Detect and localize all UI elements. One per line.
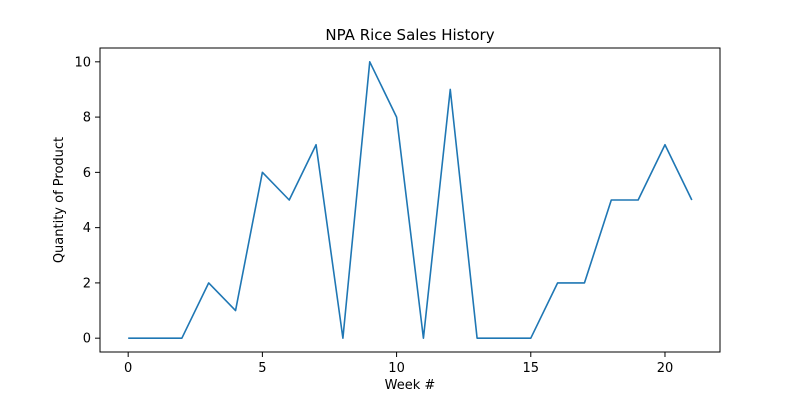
- y-axis-label: Quantity of Product: [52, 137, 67, 263]
- y-tick-label: 10: [74, 55, 91, 70]
- x-tick-label: 15: [523, 361, 540, 376]
- x-tick-label: 0: [124, 361, 132, 376]
- series-layer: [128, 61, 693, 339]
- x-tick-label: 10: [388, 361, 405, 376]
- series-line: [128, 61, 693, 339]
- y-tick-label: 6: [83, 166, 91, 181]
- x-axis: 0 5 10 15 20: [124, 352, 673, 376]
- y-tick-label: 2: [83, 276, 91, 291]
- chart-title: NPA Rice Sales History: [325, 26, 494, 44]
- x-tick-label: 20: [657, 361, 674, 376]
- y-tick-label: 0: [83, 332, 91, 347]
- x-axis-label: Week #: [385, 378, 436, 393]
- y-axis: 0 2 4 6 8 10: [74, 55, 100, 347]
- y-tick-label: 8: [83, 111, 91, 126]
- x-tick-label: 5: [258, 361, 266, 376]
- y-tick-label: 4: [83, 221, 91, 236]
- plot-area: [99, 47, 721, 353]
